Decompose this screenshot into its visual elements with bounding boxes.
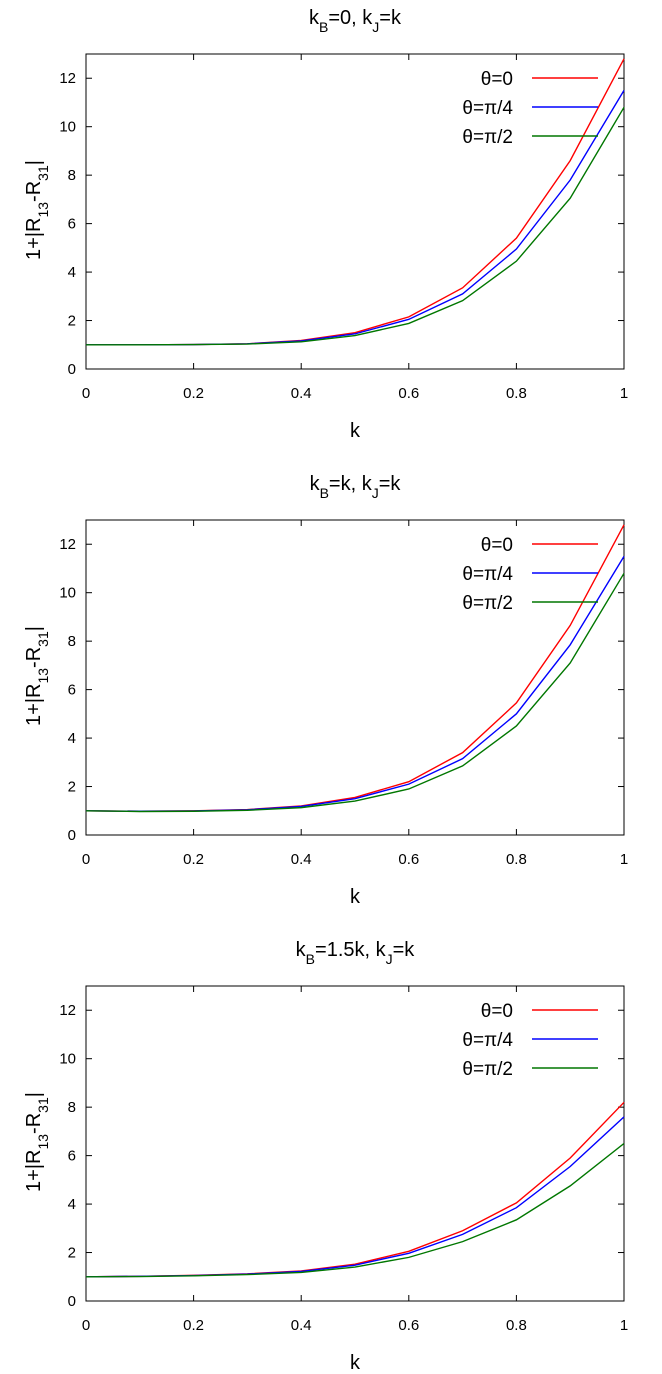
- y-tick-label: 12: [59, 536, 76, 553]
- y-tick-label: 0: [68, 1293, 76, 1310]
- series-line-3: [85, 572, 625, 813]
- x-tick-label: 0.8: [506, 385, 527, 402]
- y-tick-label: 4: [68, 730, 76, 747]
- chart-panel-3: kB=1.5k, kJ=k0 0.2 0.4 0.6 0.8 1024681012k1+|…: [23, 939, 628, 1374]
- y-tick-label: 10: [59, 119, 76, 136]
- x-tick-label: 0.2: [183, 1317, 204, 1334]
- x-tick-label: 0.2: [183, 385, 204, 402]
- y-tick-label: 10: [59, 1051, 76, 1068]
- plot-frame: [85, 53, 625, 370]
- chart-panel-2: kB=k, kJ=k0 0.2 0.4 0.6 0.8 1024681012k1+|R13…: [23, 473, 628, 908]
- plot-frame: [85, 985, 625, 1302]
- legend-label-2: θ=π/4: [462, 1030, 513, 1051]
- y-tick-label: 0: [68, 361, 76, 378]
- x-tick-label: 1: [620, 385, 628, 402]
- x-tick-label: 0.6: [398, 851, 419, 868]
- series-line-2: [86, 89, 625, 346]
- x-axis-label: k: [350, 886, 361, 908]
- y-tick-label: 12: [59, 70, 76, 87]
- x-tick-label: 0: [82, 851, 90, 868]
- legend-label-3: θ=π/2: [462, 127, 513, 148]
- legend-label-2: θ=π/4: [462, 564, 513, 585]
- chart-title: kB=1.5k, kJ=k: [296, 939, 416, 967]
- y-tick-label: 8: [68, 1099, 76, 1116]
- legend-label-1: θ=0: [481, 69, 513, 90]
- y-tick-label: 4: [68, 1196, 76, 1213]
- legend-label-3: θ=π/2: [462, 593, 513, 614]
- y-tick-label: 2: [68, 779, 76, 796]
- x-tick-label: 0.8: [506, 851, 527, 868]
- x-tick-label: 0.4: [291, 1317, 312, 1334]
- series-line-3: [86, 106, 625, 346]
- x-tick-label: 0.6: [398, 1317, 419, 1334]
- series-line-1: [85, 1101, 625, 1278]
- y-tick-label: 6: [68, 1148, 76, 1165]
- series-line-2: [85, 1116, 625, 1278]
- y-tick-label: 8: [68, 167, 76, 184]
- legend-label-1: θ=0: [481, 535, 513, 556]
- y-tick-label: 6: [68, 682, 76, 699]
- y-tick-label: 2: [68, 313, 76, 330]
- y-tick-label: 10: [59, 585, 76, 602]
- x-tick-label: 0.8: [506, 1317, 527, 1334]
- x-tick-label: 0.4: [291, 851, 312, 868]
- x-tick-label: 0.6: [398, 385, 419, 402]
- x-axis-label: k: [350, 420, 361, 442]
- chart-title: kB=k, kJ=k: [310, 473, 402, 501]
- y-axis-label: 1+|R13-R31|: [23, 1092, 51, 1192]
- y-tick-label: 12: [59, 1002, 76, 1019]
- series-line-3: [85, 1142, 625, 1278]
- y-tick-label: 2: [68, 1245, 76, 1262]
- series-line-1: [85, 524, 625, 812]
- x-tick-label: 1: [620, 1317, 628, 1334]
- y-tick-label: 6: [68, 216, 76, 233]
- series-line-2: [85, 555, 625, 812]
- plot-frame: [85, 519, 625, 836]
- x-tick-label: 0: [82, 385, 90, 402]
- x-tick-label: 0: [82, 1317, 90, 1334]
- x-tick-label: 1: [620, 851, 628, 868]
- x-tick-label: 0.2: [183, 851, 204, 868]
- legend-label-3: θ=π/2: [462, 1059, 513, 1080]
- series-line-1: [86, 58, 625, 346]
- chart-title: kB=0, kJ=k: [309, 7, 402, 35]
- y-axis-label: 1+|R13-R31|: [23, 626, 51, 726]
- x-tick-label: 0.4: [291, 385, 312, 402]
- y-axis-label: 1+|R13-R31|: [23, 160, 51, 260]
- x-axis-label: k: [350, 1352, 361, 1374]
- legend-label-1: θ=0: [481, 1001, 513, 1022]
- y-tick-label: 8: [68, 633, 76, 650]
- legend-label-2: θ=π/4: [462, 98, 513, 119]
- chart-panel-1: kB=0, kJ=k0 0.2 0.4 0.6 0.8 1024681012k1+|R13…: [23, 7, 628, 442]
- y-tick-label: 0: [68, 827, 76, 844]
- y-tick-label: 4: [68, 264, 76, 281]
